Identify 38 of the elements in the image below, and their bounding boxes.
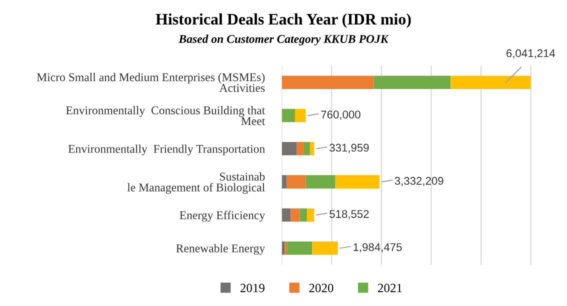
annotation: 331,959 xyxy=(330,144,369,153)
y-tick-label: Micro Small and Medium Enterprises (MSMEs) Activities xyxy=(36,72,265,92)
bar xyxy=(295,108,306,122)
annotation: 760,000 xyxy=(321,110,360,120)
annotation: 3,332,209 xyxy=(394,176,444,186)
bar xyxy=(282,142,296,156)
chart-title: Historical Deals Each Year (IDR mio) xyxy=(156,13,411,28)
y-tick-label: Environmentally Conscious Building that Meet xyxy=(66,106,266,126)
legend-label: 2019 xyxy=(240,284,264,292)
bar xyxy=(306,175,336,188)
bar xyxy=(304,142,310,156)
bar xyxy=(284,241,288,255)
bar xyxy=(282,241,285,255)
bar xyxy=(282,76,374,89)
bar xyxy=(374,76,451,89)
bar xyxy=(287,241,312,255)
bar xyxy=(306,208,314,222)
bar xyxy=(296,142,304,156)
legend-label: 2020 xyxy=(309,284,334,292)
chart-subtitle: Based on Customer Category KKUB POJK xyxy=(178,34,389,46)
bar xyxy=(282,175,287,188)
bar xyxy=(450,76,531,89)
bar xyxy=(335,175,380,188)
bar xyxy=(282,208,291,222)
legend-label: 2021 xyxy=(378,284,402,292)
bar xyxy=(290,208,300,222)
y-tick-label: Sustainab le Management of Biological xyxy=(127,172,265,194)
y-tick-label: Environmentally Friendly Transportation xyxy=(68,144,265,156)
y-tick-label: Renewable Energy xyxy=(176,244,266,255)
bar xyxy=(300,208,307,222)
bar xyxy=(310,142,314,156)
bar xyxy=(282,108,295,122)
annotation: 1,984,475 xyxy=(354,243,402,252)
bar xyxy=(312,241,338,255)
annotation: 518,552 xyxy=(330,210,369,220)
y-tick-label: Energy Efficiency xyxy=(180,210,266,222)
bar xyxy=(286,175,306,188)
annotation: 6,041,214 xyxy=(506,49,556,58)
